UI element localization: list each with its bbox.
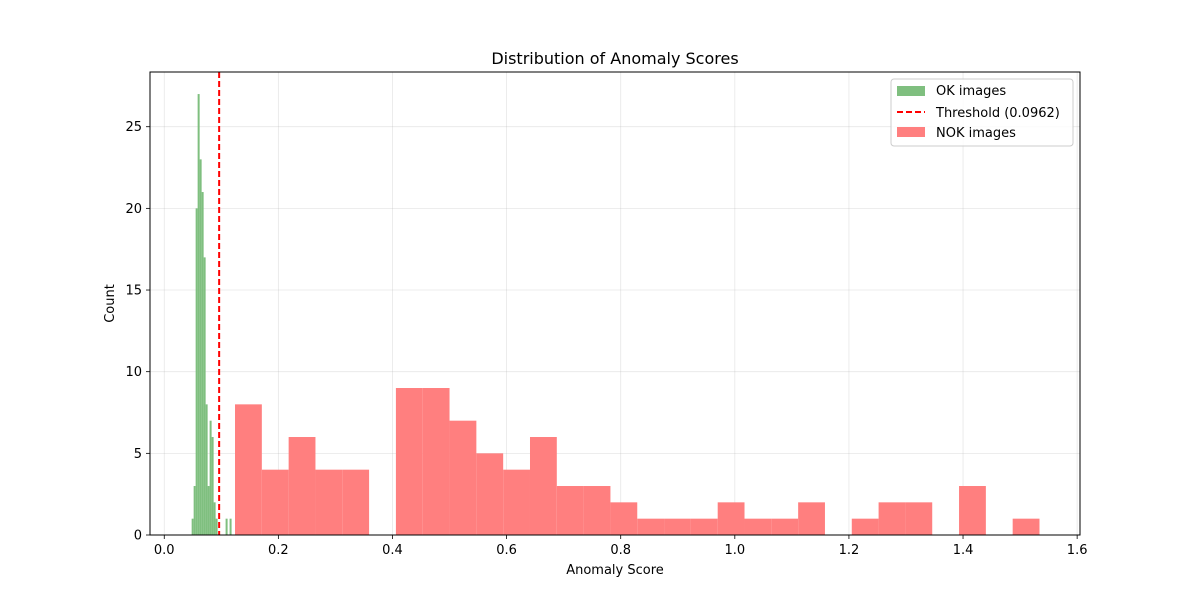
y-tick-label: 5 xyxy=(134,447,142,462)
nok-images-bar xyxy=(637,518,665,535)
y-tick-label: 20 xyxy=(125,202,142,217)
ok-images-bar xyxy=(213,502,216,535)
ok-images-bar xyxy=(229,518,232,535)
y-axis-label: Count xyxy=(103,284,118,323)
nok-images-bar xyxy=(476,453,504,535)
nok-images-bar xyxy=(905,502,933,535)
nok-images-bar xyxy=(610,502,638,535)
nok-images-bar xyxy=(556,486,584,535)
nok-images-bar xyxy=(342,469,370,535)
x-axis-label: Anomaly Score xyxy=(566,563,664,578)
legend-nok-label: NOK images xyxy=(936,126,1016,141)
nok-images-bar xyxy=(1012,518,1040,535)
nok-images-bar xyxy=(851,518,879,535)
x-tick-label: 0.0 xyxy=(154,543,175,558)
nok-images-bar xyxy=(771,518,799,535)
nok-images-bar xyxy=(959,486,986,535)
x-tick-label: 0.4 xyxy=(382,543,403,558)
nok-images-bar xyxy=(878,502,906,535)
nok-images-bar xyxy=(717,502,745,535)
nok-images-bar xyxy=(395,388,423,535)
ok-images-bar xyxy=(209,420,212,535)
nok-images-bar xyxy=(744,518,772,535)
nok-images-bar xyxy=(449,420,477,535)
legend: OK images Threshold (0.0962) NOK images xyxy=(890,78,1074,147)
nok-images-bar xyxy=(261,469,289,535)
x-tick-label: 0.2 xyxy=(268,543,289,558)
y-tick-label: 25 xyxy=(125,120,142,135)
ok-images-bar xyxy=(211,437,214,535)
y-tick-label: 0 xyxy=(134,529,142,544)
ok-images-bars xyxy=(191,94,232,536)
x-tick-label: 1.4 xyxy=(953,543,974,558)
legend-box xyxy=(890,78,1074,147)
y-tick-label: 10 xyxy=(125,365,142,380)
ok-images-bar xyxy=(205,404,208,535)
legend-ok-label: OK images xyxy=(936,84,1006,99)
nok-images-bar xyxy=(798,502,825,535)
nok-images-bar xyxy=(529,437,557,535)
nok-images-bar xyxy=(503,469,530,535)
ok-images-bar xyxy=(193,486,196,535)
x-tick-label: 1.2 xyxy=(839,543,860,558)
ok-images-bar xyxy=(215,518,218,535)
x-tick-label: 1.0 xyxy=(724,543,745,558)
x-axis-ticks: 0.0 0.2 0.4 0.6 0.8 1.0 1.2 1.4 1.6 xyxy=(154,535,1088,558)
plot-frame xyxy=(149,71,1081,536)
nok-images-bar xyxy=(235,404,262,535)
chart-title: Distribution of Anomaly Scores xyxy=(491,49,738,68)
ok-images-bar xyxy=(225,518,228,535)
legend-threshold-label: Threshold (0.0962) xyxy=(935,106,1060,121)
ok-images-bar xyxy=(201,192,204,535)
ok-images-bar xyxy=(197,94,200,536)
nok-images-bar xyxy=(583,486,611,535)
y-tick-label: 15 xyxy=(125,284,142,299)
ok-images-bar xyxy=(203,257,206,535)
x-tick-label: 0.6 xyxy=(496,543,517,558)
ok-images-bar xyxy=(195,208,198,536)
nok-images-bar xyxy=(422,388,450,535)
ok-images-bar xyxy=(199,159,202,535)
x-tick-label: 0.8 xyxy=(610,543,631,558)
nok-images-bars xyxy=(235,388,1040,535)
nok-images-bar xyxy=(664,518,691,535)
nok-images-bar xyxy=(315,469,343,535)
legend-ok-swatch xyxy=(897,86,925,96)
nok-images-bar xyxy=(288,437,316,535)
y-axis-ticks: 0 5 10 15 20 25 xyxy=(125,120,150,544)
ok-images-bar xyxy=(207,486,210,535)
legend-nok-swatch xyxy=(897,127,925,137)
nok-images-bar xyxy=(690,518,718,535)
x-tick-label: 1.6 xyxy=(1067,543,1088,558)
ok-images-bar xyxy=(191,518,194,535)
